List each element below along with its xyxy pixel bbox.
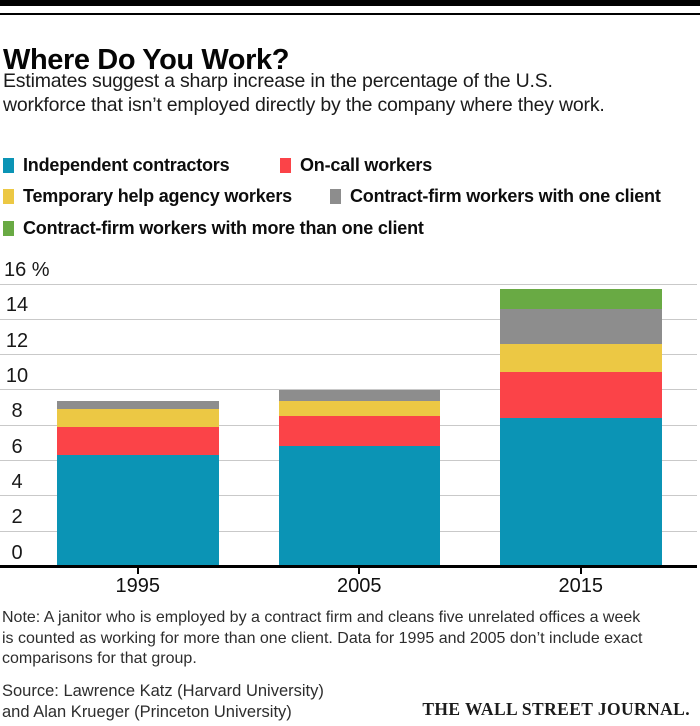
- bar-segment: [500, 308, 662, 345]
- subtitle-line-1: Estimates suggest a sharp increase in th…: [3, 70, 553, 92]
- gridline: [0, 283, 697, 285]
- gridline: [0, 318, 697, 320]
- legend-swatch-green: [3, 220, 14, 236]
- bar-segment: [500, 372, 662, 419]
- bar-segment: [278, 400, 440, 417]
- y-axis-tick-label: 6: [11, 435, 23, 458]
- wsj-logo: THE WALL STREET JOURNAL.: [422, 699, 690, 719]
- bar-segment: [57, 400, 219, 410]
- x-axis-tick: [579, 567, 582, 574]
- y-axis-tick-label: 16 %: [4, 259, 50, 281]
- chart-note: Note: A janitor who is employed by a con…: [2, 608, 642, 670]
- legend-swatch-red: [280, 157, 291, 173]
- legend-swatch-gray: [330, 189, 341, 204]
- gridline: [0, 354, 697, 356]
- legend-label: Contract-firm workers with more than one…: [23, 217, 424, 238]
- bar-segment: [500, 418, 662, 567]
- y-axis-tick-label: 0: [11, 541, 23, 564]
- x-axis-category-label: 2015: [558, 575, 604, 597]
- x-axis-tick: [358, 567, 361, 574]
- y-axis-tick-label: 12: [5, 329, 29, 352]
- bar-segment: [278, 416, 440, 447]
- note-line-1: Note: A janitor who is employed by a con…: [2, 609, 641, 626]
- bar-segment: [278, 446, 440, 567]
- y-axis-tick-label: 8: [11, 400, 23, 423]
- bar-segment: [57, 409, 219, 428]
- y-axis-tick-label: 14: [5, 294, 29, 317]
- legend-item-independent-contractors: Independent contractors: [3, 154, 230, 175]
- bar-segment: [57, 427, 219, 456]
- subtitle-line-2: workforce that isn’t employed directly b…: [3, 94, 605, 116]
- source-line-2: and Alan Krueger (Princeton University): [2, 703, 292, 721]
- x-axis-category-label: 1995: [115, 575, 161, 597]
- x-axis-category-label: 2005: [337, 575, 382, 597]
- source-line-1: Source: Lawrence Katz (Harvard Universit…: [2, 682, 324, 700]
- page-title: Where Do You Work?: [3, 44, 290, 77]
- top-rule-thick: [0, 0, 700, 6]
- chart-subtitle: Estimates suggest a sharp increase in th…: [3, 69, 605, 117]
- y-axis-tick-label: 2: [11, 506, 23, 529]
- legend-label: Contract-firm workers with one client: [350, 186, 661, 206]
- legend-item-on-call-workers: On-call workers: [280, 154, 433, 175]
- note-line-2: is counted as working for more than one …: [2, 629, 643, 647]
- bar-segment: [500, 344, 662, 373]
- legend-item-contract-multi-client: Contract-firm workers with more than one…: [3, 217, 424, 238]
- legend-swatch-yellow: [3, 189, 14, 204]
- bar-segment: [500, 289, 662, 309]
- y-axis-tick-label: 4: [11, 470, 23, 493]
- legend-swatch-blue: [3, 157, 14, 173]
- x-axis-tick: [136, 567, 139, 574]
- bar-segment: [278, 389, 440, 401]
- legend-label: Independent contractors: [23, 154, 230, 175]
- legend-label: On-call workers: [300, 154, 433, 175]
- chart-source: Source: Lawrence Katz (Harvard Universit…: [2, 681, 324, 723]
- legend-label: Temporary help agency workers: [23, 186, 292, 206]
- legend-item-temp-help-agency: Temporary help agency workers: [3, 186, 292, 206]
- y-axis-tick-label: 10: [5, 364, 29, 387]
- note-line-3: comparisons for that group.: [2, 650, 197, 667]
- legend-item-contract-one-client: Contract-firm workers with one client: [330, 186, 661, 206]
- x-axis-line: [0, 565, 697, 568]
- top-rule-thin: [0, 13, 700, 15]
- bar-segment: [57, 455, 219, 567]
